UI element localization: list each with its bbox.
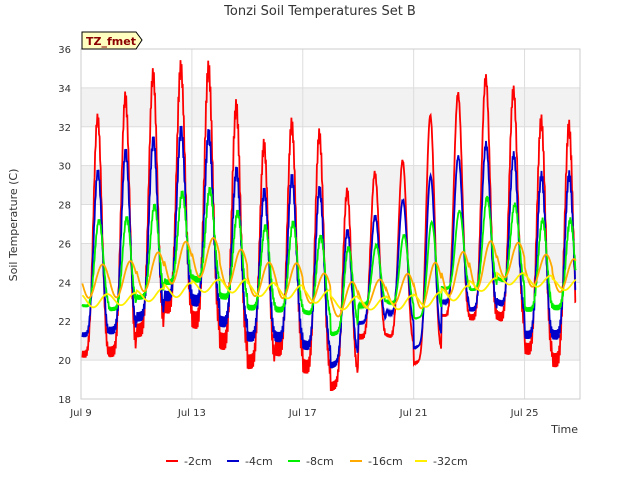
y-tick-label: 18 — [58, 395, 71, 406]
legend-item: -16cm — [350, 455, 403, 468]
x-axis: Jul 9 Jul 13 Jul 17 Jul 21 Jul 25 — [69, 408, 538, 419]
y-tick-label: 28 — [58, 201, 71, 212]
legend-label: -4cm — [245, 455, 273, 468]
series-line--16cm — [81, 237, 577, 318]
y-tick-label: 36 — [58, 45, 71, 56]
chart-title: Tonzi Soil Temperatures Set B — [223, 4, 416, 19]
y-tick-label: 22 — [58, 317, 71, 328]
y-tick-label: 26 — [58, 239, 71, 250]
y-tick-label: 34 — [58, 84, 71, 95]
y-tick-label: 32 — [58, 123, 71, 134]
x-axis-label: Time — [550, 423, 578, 436]
legend: -2cm -4cm -8cm -16cm -32cm — [166, 455, 468, 468]
legend-item: -2cm — [166, 455, 212, 468]
legend-label: -8cm — [306, 455, 334, 468]
legend-item: -4cm — [227, 455, 273, 468]
badge-shape — [81, 31, 143, 50]
x-tick-label: Jul 17 — [288, 408, 317, 419]
series-line--8cm — [81, 187, 577, 337]
x-tick-label: Jul 25 — [510, 408, 539, 419]
plot-frame — [80, 48, 581, 400]
y-axis: 18 20 22 24 26 28 30 32 34 36 — [58, 45, 71, 406]
x-tick-label: Jul 21 — [399, 408, 428, 419]
y-tick-label: 20 — [58, 356, 71, 367]
legend-label: -2cm — [184, 455, 212, 468]
series-line--32cm — [81, 271, 577, 311]
legend-item: -8cm — [288, 455, 334, 468]
band — [81, 87, 580, 127]
legend-item: -32cm — [415, 455, 468, 468]
legend-label: -32cm — [433, 455, 468, 468]
station-badge: TZ_fmet — [81, 31, 143, 50]
legend-label: -16cm — [368, 455, 403, 468]
y-axis-label: Soil Temperature (C) — [7, 169, 20, 282]
x-tick-label: Jul 13 — [177, 408, 206, 419]
band — [81, 165, 580, 205]
series-lines — [81, 60, 577, 392]
y-tick-label: 30 — [58, 162, 71, 173]
x-tick-label: Jul 9 — [69, 408, 92, 419]
series-line--4cm — [81, 125, 577, 369]
y-tick-label: 24 — [58, 278, 71, 289]
badge-label: TZ_fmet — [86, 35, 136, 48]
